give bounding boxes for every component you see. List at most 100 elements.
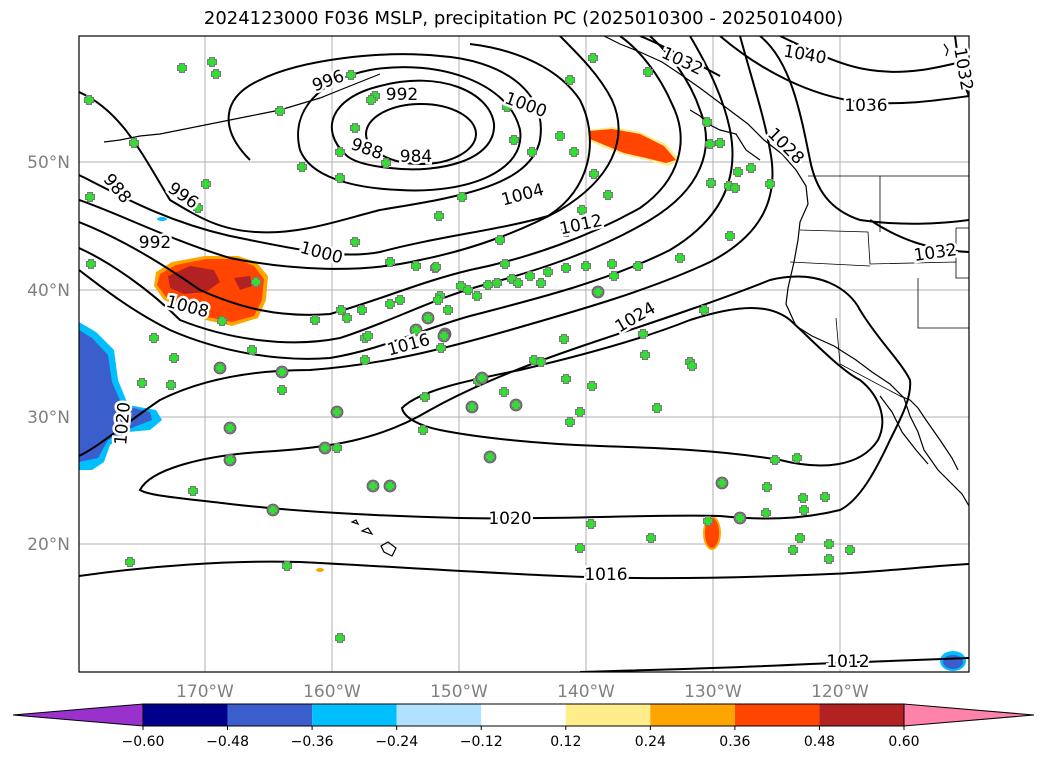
isobar-1032-east	[869, 219, 969, 253]
station-marker	[275, 365, 289, 379]
colorbar-swatch	[312, 704, 397, 726]
isobars	[79, 36, 969, 672]
station-marker	[84, 95, 94, 105]
station-marker	[366, 479, 380, 493]
station-marker	[310, 315, 320, 325]
station-marker	[824, 539, 834, 549]
isobar-996	[79, 53, 542, 234]
colorbar-extend-low	[12, 703, 144, 727]
station-marker	[543, 267, 553, 277]
borders	[789, 175, 969, 397]
station-marker	[725, 231, 735, 241]
station-marker	[703, 516, 713, 526]
station-marker	[633, 261, 643, 271]
station-marker	[589, 169, 599, 179]
station-marker	[166, 380, 176, 390]
isobar-1012-south	[579, 657, 969, 672]
station-marker	[211, 69, 221, 79]
station-marker	[411, 261, 421, 271]
station-marker	[525, 271, 535, 281]
lat-label-50n: 50°N	[27, 153, 70, 173]
station-marker	[247, 345, 257, 355]
isobar-1008	[79, 36, 682, 316]
station-marker	[360, 355, 370, 365]
colorbar-extend-high	[903, 703, 1035, 727]
station-marker	[561, 227, 571, 237]
station-marker	[418, 425, 428, 435]
station-markers	[84, 53, 855, 643]
station-marker	[761, 508, 771, 518]
station-marker	[845, 545, 855, 555]
colorbar-tick-label: −0.24	[375, 734, 418, 750]
station-marker	[395, 295, 405, 305]
station-marker	[492, 278, 502, 288]
station-marker	[536, 278, 546, 288]
station-marker	[472, 291, 482, 301]
station-marker	[383, 479, 397, 493]
colorbar-tick-label: 0.60	[888, 734, 919, 750]
station-marker	[577, 205, 587, 215]
station-marker	[330, 405, 344, 419]
station-marker	[431, 262, 441, 272]
station-marker	[335, 147, 345, 157]
station-marker	[437, 329, 451, 343]
lon-label-140w: 140°W	[557, 682, 615, 702]
colorbar-swatch	[819, 704, 904, 726]
colorbar-tick-label: −0.36	[291, 734, 334, 750]
lon-label-170w: 170°W	[176, 682, 234, 702]
lat-label-20n: 20°N	[27, 535, 70, 555]
isobar-1016	[79, 36, 734, 360]
station-marker	[169, 353, 179, 363]
station-marker	[607, 259, 617, 269]
station-marker	[443, 305, 453, 315]
station-marker	[457, 192, 467, 202]
station-marker	[149, 333, 159, 343]
station-marker	[385, 257, 395, 267]
station-marker	[335, 173, 345, 183]
isobar-1040	[779, 36, 969, 73]
colorbar-tick-label: −0.12	[460, 734, 503, 750]
station-marker	[434, 211, 444, 221]
isobar-1020-loop	[138, 275, 912, 520]
station-marker	[792, 453, 802, 463]
station-marker	[555, 131, 565, 141]
station-marker	[336, 305, 346, 315]
station-marker	[565, 75, 575, 85]
station-marker	[569, 147, 579, 157]
station-marker	[350, 237, 360, 247]
station-marker	[638, 329, 648, 339]
contour-label: 992	[386, 85, 418, 105]
station-marker	[201, 179, 211, 189]
station-marker	[762, 482, 772, 492]
station-marker	[640, 350, 650, 360]
isobar-1032-corner	[954, 36, 969, 97]
isobar-1028	[759, 36, 969, 225]
contour-label: 1020	[488, 509, 531, 529]
isobar-984	[365, 103, 477, 165]
station-marker	[282, 561, 292, 571]
station-marker	[177, 63, 187, 73]
colorbar-swatch	[734, 704, 820, 726]
station-marker	[266, 503, 280, 517]
contour-label: 1020	[111, 401, 135, 446]
station-marker	[495, 235, 505, 245]
station-marker	[536, 357, 546, 367]
station-marker	[137, 378, 147, 388]
station-marker	[715, 476, 729, 490]
lon-label-130w: 130°W	[684, 682, 742, 702]
station-marker	[581, 261, 591, 271]
station-marker	[502, 102, 512, 112]
station-marker	[513, 278, 523, 288]
station-marker	[509, 398, 523, 412]
contour-label: 992	[139, 233, 171, 253]
station-marker	[795, 533, 805, 543]
station-marker	[217, 316, 227, 326]
colorbar-swatch	[227, 704, 313, 726]
contour-label: 1036	[844, 96, 887, 116]
station-marker	[420, 392, 430, 402]
station-marker	[770, 455, 780, 465]
colorbar-tick-label: 0.24	[635, 734, 666, 750]
isobar-1020-main	[79, 36, 774, 457]
station-marker	[733, 511, 747, 525]
